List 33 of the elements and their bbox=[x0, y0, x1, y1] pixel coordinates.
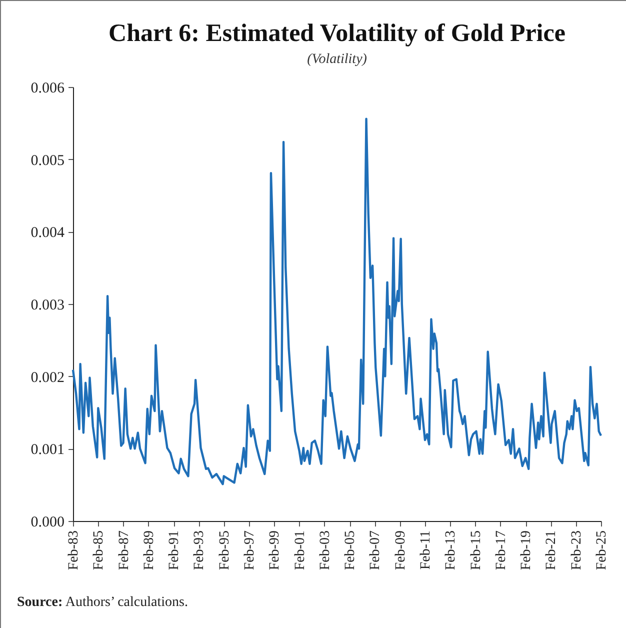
x-tick-label: Feb-87 bbox=[116, 530, 132, 570]
y-tick-label: 0.004 bbox=[30, 225, 65, 242]
x-tick-label: Feb-97 bbox=[242, 530, 258, 570]
x-tick-label: Feb-09 bbox=[393, 530, 408, 570]
x-tick-label: Feb-05 bbox=[343, 530, 358, 570]
x-tick-label: Feb-99 bbox=[268, 530, 283, 570]
y-tick-label: 0.001 bbox=[30, 442, 64, 458]
x-tick-label: Feb-03 bbox=[318, 530, 333, 570]
x-tick-label: Feb-07 bbox=[368, 530, 384, 570]
y-tick-label: 0.006 bbox=[30, 80, 65, 96]
y-tick-label: 0.005 bbox=[30, 152, 64, 169]
x-tick-label: Feb-95 bbox=[217, 530, 232, 570]
x-tick-label: Feb-11 bbox=[418, 530, 434, 570]
x-tick-label: Feb-19 bbox=[519, 530, 534, 570]
chart-title: Chart 6: Estimated Volatility of Gold Price bbox=[108, 20, 566, 47]
y-tick-label: 0.003 bbox=[30, 298, 64, 314]
chart-subtitle: (Volatility) bbox=[307, 52, 368, 67]
x-tick-label: Feb-01 bbox=[292, 530, 308, 570]
x-tick-label: Feb-83 bbox=[66, 530, 82, 570]
source-note: Source: Authors’ calculations. bbox=[17, 595, 188, 611]
x-tick-label: Feb-21 bbox=[544, 530, 560, 570]
x-tick-label: Feb-25 bbox=[594, 530, 610, 570]
x-tick-label: Feb-89 bbox=[142, 530, 157, 570]
x-tick-label: Feb-15 bbox=[468, 530, 484, 570]
line-series bbox=[72, 118, 602, 486]
x-tick-label: Feb-13 bbox=[444, 530, 459, 570]
y-tick-label: 0.000 bbox=[30, 514, 64, 530]
x-tick-label: Feb-23 bbox=[569, 530, 584, 570]
x-tick-label: Feb-91 bbox=[167, 530, 182, 570]
x-tick-label: Feb-85 bbox=[92, 530, 107, 570]
y-tick-label: 0.002 bbox=[30, 370, 64, 386]
x-tick-label: Feb-17 bbox=[494, 530, 509, 570]
x-tick-label: Feb-93 bbox=[192, 530, 208, 570]
